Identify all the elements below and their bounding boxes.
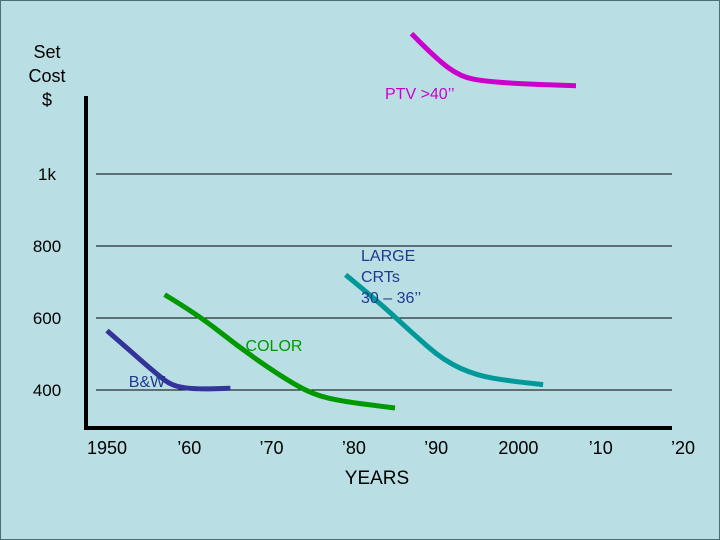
y-tick-label: 600 [33,309,61,328]
x-tick-label: ’90 [424,438,448,458]
series-label: 30 – 36’’ [361,290,421,307]
gridlines [96,173,672,391]
x-axis-label: YEARS [345,468,409,489]
series-label: CRTs [361,269,400,286]
series-label: PTV >40’’ [385,86,455,103]
series-line-large-crts [344,272,544,388]
y-tick-labels: 400 600 800 1k [33,165,61,400]
x-tick-labels: 1950 ’60 ’70 ’80 ’90 2000 ’10 ’20 [87,438,695,458]
y-tick-label: 800 [33,237,61,256]
x-tick-label: ’70 [260,438,284,458]
axes [84,96,672,430]
y-axis-label-line: $ [42,90,52,110]
x-tick-label: 1950 [87,438,127,458]
y-axis-label-line: Set [33,42,60,62]
y-axis-label: Set Cost $ [28,42,65,110]
series-label: COLOR [246,338,303,355]
x-tick-label: 2000 [498,438,538,458]
series-line-b-w [105,328,231,392]
series-lines [105,31,577,411]
x-tick-label: ’20 [671,438,695,458]
series-line-color [163,292,396,411]
y-tick-label: 400 [33,381,61,400]
series-labels: B&W COLOR LARGE CRTs 30 – 36’’ PTV >40’’ [129,86,455,391]
x-tick-label: ’10 [589,438,613,458]
x-tick-label: ’80 [342,438,366,458]
series-label: B&W [129,374,166,391]
series-line-ptv-40 [409,31,577,89]
x-tick-label: ’60 [177,438,201,458]
y-axis-label-line: Cost [28,66,65,86]
series-label: LARGE [361,248,415,265]
y-tick-label: 1k [38,165,56,184]
